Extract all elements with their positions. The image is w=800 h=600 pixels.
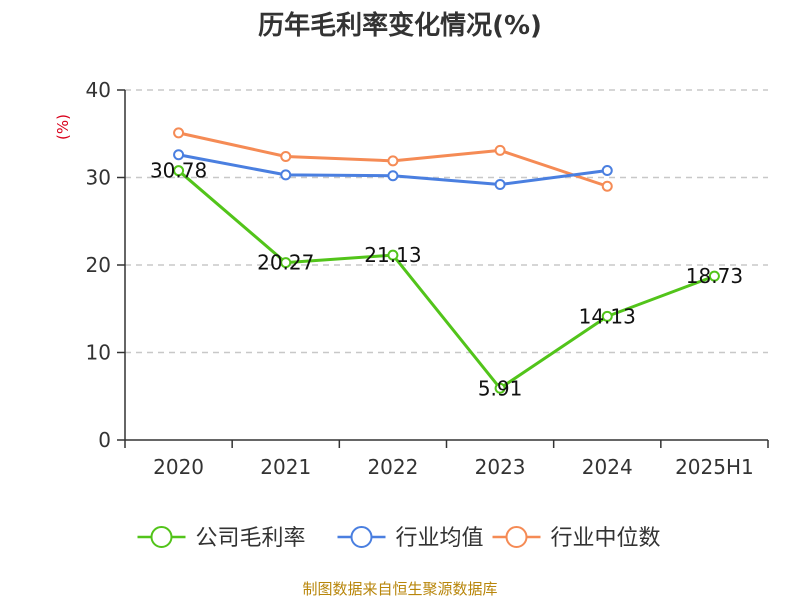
series-1-point bbox=[173, 149, 185, 161]
legend-item-2: 行业中位数 bbox=[492, 526, 661, 551]
legend-marker-swatch bbox=[505, 526, 528, 548]
legend-label: 行业中位数 bbox=[551, 526, 661, 551]
series-1-point bbox=[280, 169, 292, 181]
y-axis-unit-label: (%) bbox=[54, 114, 72, 140]
legend-label: 行业均值 bbox=[396, 526, 484, 551]
legend-label: 公司毛利率 bbox=[196, 526, 306, 551]
data-label: 14.13 bbox=[579, 304, 636, 328]
source-note: 制图数据来自恒生聚源数据库 bbox=[302, 580, 497, 598]
y-tick-label: 0 bbox=[98, 428, 111, 452]
data-label: 5.91 bbox=[478, 376, 523, 400]
series-2-point bbox=[173, 127, 185, 139]
y-tick-label: 20 bbox=[86, 253, 111, 277]
series-0-point bbox=[494, 382, 506, 394]
y-tick-label: 10 bbox=[86, 341, 111, 365]
data-label: 18.73 bbox=[686, 264, 743, 288]
legend-item-1: 行业均值 bbox=[337, 526, 484, 551]
series-2-point bbox=[280, 151, 292, 162]
series-1-point bbox=[494, 179, 506, 190]
series-line-0 bbox=[177, 169, 716, 390]
grid-lines bbox=[125, 89, 768, 354]
chart-title: 历年毛利率变化情况(%) bbox=[258, 10, 542, 41]
legend-marker-swatch bbox=[350, 526, 373, 548]
series-1-point bbox=[387, 170, 399, 182]
x-tick-label: 2025H1 bbox=[675, 455, 754, 479]
x-tick-label: 2021 bbox=[260, 455, 311, 479]
series-1-point bbox=[601, 165, 613, 176]
data-labels: 30.78 20.27 21.13 5.91 14.13 18.73 bbox=[150, 159, 743, 401]
data-label: 30.78 bbox=[150, 159, 207, 183]
x-tick-label: 2020 bbox=[153, 455, 204, 479]
y-tick-label: 30 bbox=[86, 166, 111, 190]
x-tick-label: 2023 bbox=[475, 455, 526, 479]
axes: 0 10 20 30 40 2020 2021 2022 2023 2024 2025H1 bbox=[86, 78, 769, 479]
data-label: 20.27 bbox=[257, 251, 314, 275]
series-0-point bbox=[173, 165, 185, 177]
x-tick-label: 2024 bbox=[582, 455, 633, 479]
series-2-point bbox=[494, 144, 506, 156]
legend: 公司毛利率 行业均值 行业中位数 bbox=[137, 526, 661, 551]
series-lines bbox=[173, 127, 720, 394]
data-label: 21.13 bbox=[364, 243, 421, 267]
series-0-point bbox=[280, 257, 292, 269]
series-0-point bbox=[387, 249, 399, 261]
series-2-point bbox=[387, 155, 399, 167]
x-tick-label: 2022 bbox=[367, 455, 418, 479]
legend-marker-swatch bbox=[150, 526, 173, 548]
series-2-point bbox=[601, 180, 613, 192]
y-tick-label: 40 bbox=[86, 78, 111, 102]
legend-item-0: 公司毛利率 bbox=[137, 526, 306, 551]
series-0-point bbox=[708, 270, 720, 282]
series-0-point bbox=[601, 310, 613, 322]
